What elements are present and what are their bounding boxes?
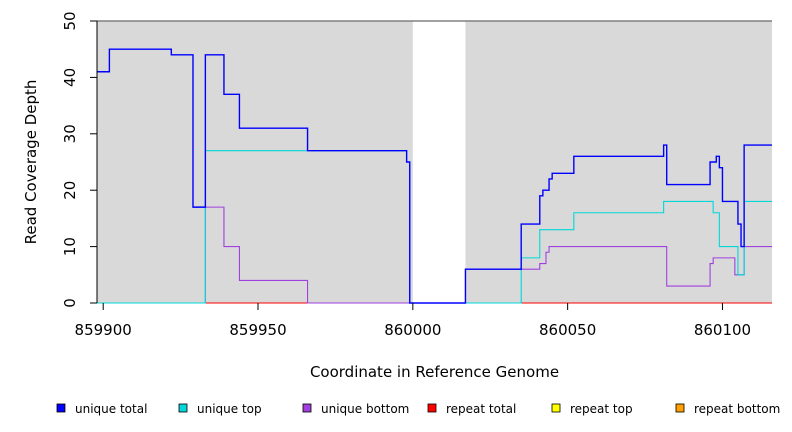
legend-swatch: [56, 403, 66, 413]
y-tick-label: 50: [61, 11, 79, 30]
axes: 0 10 20 30 40 50 859900 859950 860000 860050 86010…: [61, 11, 751, 339]
legend-label: repeat total: [446, 402, 516, 416]
x-tick-label: 860050: [539, 321, 596, 339]
y-tick-label: 40: [61, 68, 79, 87]
legend: unique total unique top unique bottom repea…: [56, 402, 780, 416]
x-tick-label: 860000: [384, 321, 441, 339]
legend-item-repeat-top: repeat top: [551, 402, 633, 416]
legend-swatch: [427, 403, 437, 413]
series-unique-bottom-line: [97, 206, 772, 304]
legend-swatch: [302, 403, 312, 413]
x-tick-label: 859950: [229, 321, 286, 339]
legend-label: unique total: [75, 402, 147, 416]
x-axis-title: Coordinate in Reference Genome: [310, 363, 559, 381]
y-tick-label: 0: [61, 298, 79, 308]
legend-swatch: [178, 403, 188, 413]
legend-label: repeat top: [570, 402, 633, 416]
legend-label: unique top: [197, 402, 262, 416]
x-tick-label: 860100: [694, 321, 751, 339]
covered-region-0: [97, 21, 413, 303]
legend-label: repeat bottom: [694, 402, 780, 416]
series-lines: [97, 48, 772, 304]
y-tick-label: 30: [61, 124, 79, 143]
legend-label: unique bottom: [321, 402, 409, 416]
x-tick-label: 859900: [75, 321, 132, 339]
legend-item-repeat-bottom: repeat bottom: [675, 402, 780, 416]
covered-region-background: [97, 21, 772, 303]
legend-swatch: [675, 403, 685, 413]
legend-item-repeat-total: repeat total: [427, 402, 516, 416]
y-tick-label: 20: [61, 181, 79, 200]
y-tick-label: 10: [61, 237, 79, 256]
covered-region-1: [465, 21, 772, 303]
legend-item-unique-bottom: unique bottom: [302, 402, 409, 416]
legend-item-unique-total: unique total: [56, 402, 147, 416]
series-unique-total-line: [97, 48, 772, 304]
y-axis-title: Read Coverage Depth: [22, 80, 40, 245]
legend-swatch: [551, 403, 561, 413]
legend-item-unique-top: unique top: [178, 402, 262, 416]
